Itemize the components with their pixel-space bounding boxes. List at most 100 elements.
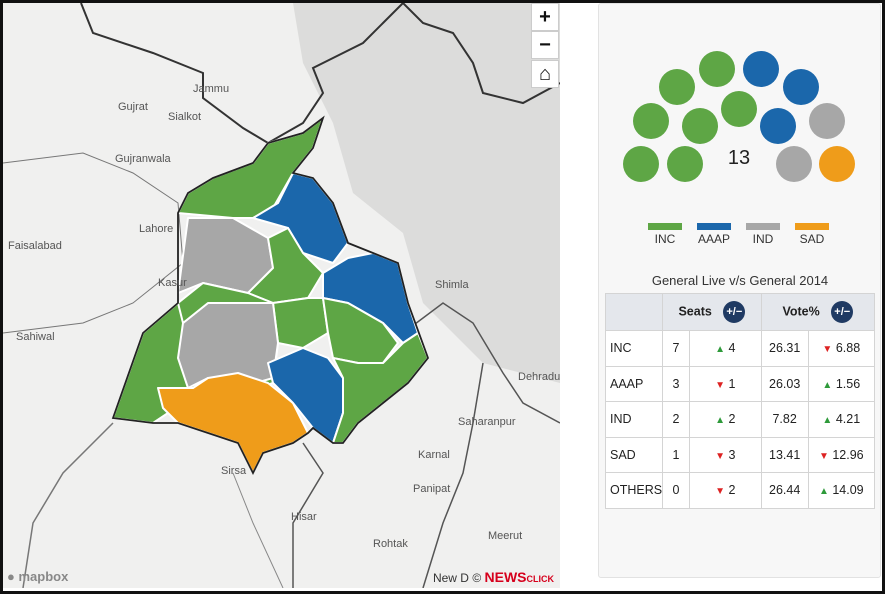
terrain-shading xyxy=(293,3,560,383)
party-name: AAAP xyxy=(610,376,644,391)
seat-change: 3 xyxy=(728,447,736,462)
map-label-panipat: Panipat xyxy=(413,483,451,495)
party-name: INC xyxy=(610,341,632,356)
vote-share: 13.41 xyxy=(769,447,801,462)
border-line xyxy=(80,3,404,145)
map-label-kasur: Kasur xyxy=(158,277,187,289)
vote-change: 14.09 xyxy=(832,483,864,498)
vote-change-arrow-icon: ▲ xyxy=(822,379,833,391)
vote-share: 26.31 xyxy=(769,341,801,356)
seat-change: 1 xyxy=(728,376,736,391)
vote-change: 12.96 xyxy=(832,447,864,462)
mapbox-logo[interactable]: ● mapbox xyxy=(7,569,68,584)
constituency-inc[interactable] xyxy=(177,282,274,324)
newsclick-logo-suffix: CLICK xyxy=(526,574,555,584)
mapbox-icon: ● xyxy=(7,569,15,584)
legend-swatch xyxy=(648,223,682,230)
legend-label: SAD xyxy=(799,232,825,246)
legend-item-aaap[interactable]: AAAP xyxy=(697,223,731,246)
map-canvas xyxy=(3,3,560,588)
state-line xyxy=(292,442,324,588)
table-row: AAAP 3 ▼ 1 26.03 ▲ 1.56 xyxy=(604,365,876,402)
seat-count: 7 xyxy=(672,341,680,356)
vote-share: 7.82 xyxy=(772,412,797,427)
map-label-shimla: Shimla xyxy=(435,279,469,291)
legend-item-sad[interactable]: SAD xyxy=(795,223,829,246)
vote-change: 6.88 xyxy=(835,341,861,356)
legend-item-ind[interactable]: IND xyxy=(746,223,780,246)
table-header-row: Seats +/− Vote% +/− xyxy=(604,293,876,331)
map-label-jammu: Jammu xyxy=(193,83,230,95)
seat-change-arrow-icon: ▼ xyxy=(715,450,725,462)
legend-swatch xyxy=(746,223,780,230)
newsclick-logo: NEWS xyxy=(484,569,527,585)
table-row: INC 7 ▲ 4 26.31 ▼ 6.88 xyxy=(604,330,876,367)
newsclick-credit[interactable]: New D © NEWSCLICK xyxy=(433,569,554,585)
zoom-out-button[interactable]: − xyxy=(531,31,559,59)
legend-label: IND xyxy=(752,232,774,246)
seat-change-arrow-icon: ▼ xyxy=(715,379,725,391)
map-label-gujrat: Gujrat xyxy=(118,101,148,113)
map-label-dehradun: Dehradun xyxy=(518,371,560,383)
map-label-sialkot: Sialkot xyxy=(168,111,202,123)
state-line xyxy=(422,362,484,588)
party-name: SAD xyxy=(610,447,636,462)
vote-change-arrow-icon: ▼ xyxy=(818,450,829,462)
seat-change-arrow-icon: ▼ xyxy=(715,486,725,498)
legend-swatch xyxy=(795,223,829,230)
table-row: OTHERS 0 ▼ 2 26.44 ▲ 14.09 xyxy=(604,472,876,509)
legend-label: AAAP xyxy=(697,232,730,246)
state-line xyxy=(402,302,560,424)
seat-change-arrow-icon: ▲ xyxy=(715,344,725,356)
table-row: IND 2 ▲ 2 7.82 ▲ 4.21 xyxy=(604,401,876,438)
seat-count: 0 xyxy=(672,483,680,498)
legend-item-inc[interactable]: INC xyxy=(648,223,682,246)
home-button[interactable]: ⌂ xyxy=(531,60,559,88)
table-row: SAD 1 ▼ 3 13.41 ▼ 12.96 xyxy=(604,436,876,473)
map-label-faisalabad: Faisalabad xyxy=(8,240,62,252)
map-label-meerut: Meerut xyxy=(488,530,523,542)
state-line xyxy=(22,422,114,588)
comparison-title: General Live v/s General 2014 xyxy=(651,273,829,288)
constituency-inc[interactable] xyxy=(272,297,329,349)
map-label-rohtak: Rohtak xyxy=(373,538,408,550)
border-line xyxy=(402,3,560,105)
seat-count: 3 xyxy=(672,376,680,391)
legend-label: INC xyxy=(654,232,676,246)
seat-change: 2 xyxy=(728,483,736,498)
vote-change-arrow-icon: ▲ xyxy=(818,486,829,498)
header-vote: Vote% +/− xyxy=(760,293,876,331)
party-name: IND xyxy=(610,412,632,427)
map-label-karnal: Karnal xyxy=(418,449,450,461)
mapbox-text: mapbox xyxy=(18,569,69,584)
state-outline xyxy=(111,115,430,476)
map-label-lahore: Lahore xyxy=(139,223,174,235)
map-label-hisar: Hisar xyxy=(291,511,317,523)
seats-toggle-button[interactable]: +/− xyxy=(723,301,746,323)
copyright-icon: © xyxy=(472,571,482,585)
map-label-gujranwala: Gujranwala xyxy=(115,153,171,165)
vote-change: 4.21 xyxy=(835,412,861,427)
map-label-saharanpur: Saharanpur xyxy=(458,416,516,428)
map-view[interactable]: Jammu Gujrat Sialkot Gujranwala Lahore F… xyxy=(3,3,560,588)
province-line xyxy=(3,152,184,334)
vote-change-arrow-icon: ▲ xyxy=(822,415,833,427)
header-vote-label: Vote% xyxy=(782,304,820,319)
seat-change: 4 xyxy=(728,341,736,356)
vote-change-arrow-icon: ▼ xyxy=(822,344,833,356)
vote-share: 26.44 xyxy=(769,483,801,498)
map-label-sahiwal: Sahiwal xyxy=(16,331,55,343)
seat-change-arrow-icon: ▲ xyxy=(715,415,725,427)
vote-change: 1.56 xyxy=(835,376,861,391)
seat-count: 2 xyxy=(672,412,680,427)
party-name: OTHERS xyxy=(610,483,663,498)
seat-change: 2 xyxy=(728,412,736,427)
credit-prefix: New D xyxy=(432,571,469,585)
results-table: Seats +/− Vote% +/− INC 7 ▲ 4 26.31 ▼ 6.88 AA… xyxy=(604,293,876,509)
header-party xyxy=(604,293,664,331)
zoom-in-button[interactable]: + xyxy=(531,3,559,31)
state-line xyxy=(232,472,284,588)
vote-toggle-button[interactable]: +/− xyxy=(831,301,854,323)
vote-share: 26.03 xyxy=(769,376,801,391)
